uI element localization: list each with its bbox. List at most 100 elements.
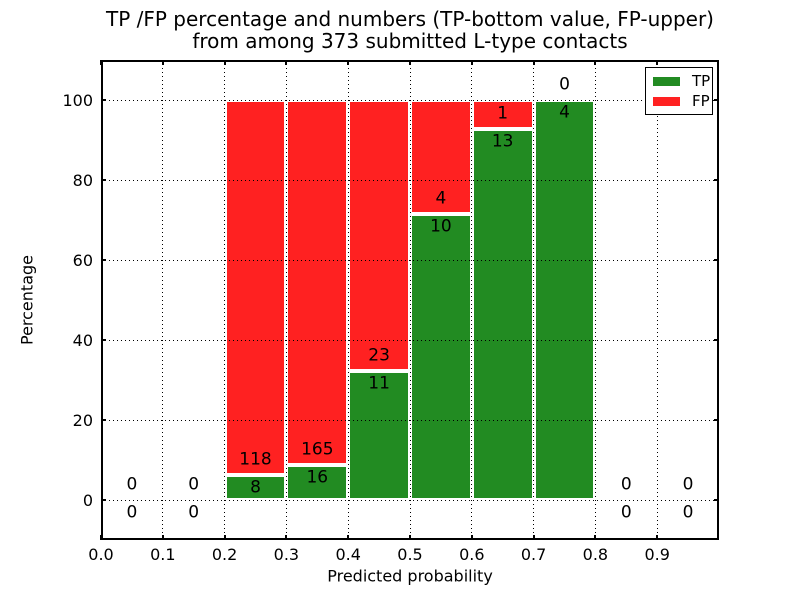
x-tick-mark-top xyxy=(656,60,659,65)
fp-bar-segment xyxy=(224,100,287,475)
vertical-gridline xyxy=(409,60,411,540)
x-tick-mark-top xyxy=(161,60,164,65)
x-tick-mark-top xyxy=(285,60,288,65)
tp-count-label: 4 xyxy=(559,102,570,123)
fp-count-label: 0 xyxy=(682,474,694,495)
tp-count-label: 8 xyxy=(250,477,261,498)
y-tick-mark-right xyxy=(714,179,719,181)
horizontal-gridline xyxy=(101,179,719,181)
tp-bar-segment xyxy=(410,214,472,500)
fp-count-label: 4 xyxy=(435,188,447,209)
horizontal-gridline xyxy=(101,419,719,421)
x-tick-label: 0.5 xyxy=(397,545,423,564)
x-tick-label: 0.3 xyxy=(273,545,300,564)
y-tick-mark xyxy=(101,99,106,101)
fp-count-label: 0 xyxy=(126,474,138,495)
tp-color-swatch xyxy=(653,76,680,86)
x-tick-label: 0.0 xyxy=(88,545,114,564)
chart-title-line-2: from among 373 submitted L-type contacts xyxy=(192,28,628,53)
vertical-gridline xyxy=(533,60,535,540)
fp-count-label: 1 xyxy=(497,103,509,124)
x-tick-mark-top xyxy=(409,60,411,65)
y-tick-mark-right xyxy=(714,99,719,101)
x-tick-mark xyxy=(470,535,473,540)
x-tick-mark-top xyxy=(100,60,102,65)
x-tick-mark xyxy=(223,535,226,540)
y-tick-label: 40 xyxy=(72,331,93,350)
x-tick-label: 0.8 xyxy=(582,545,609,564)
x-tick-mark-top xyxy=(532,60,535,65)
y-tick-mark-right xyxy=(714,259,719,261)
x-axis-label: Predicted probability xyxy=(327,566,493,586)
legend: TP FP xyxy=(645,67,713,115)
x-tick-label: 0.4 xyxy=(335,545,361,564)
chart-title-line-1: TP /FP percentage and numbers (TP-bottom… xyxy=(106,7,714,31)
fp-count-label: 118 xyxy=(239,449,272,470)
x-tick-mark xyxy=(532,535,535,540)
y-tick-mark-right xyxy=(714,419,719,421)
x-tick-mark-top xyxy=(594,60,597,65)
legend-label-fp: FP xyxy=(692,91,710,110)
chart-title: TP /FP percentage and numbers (TP-bottom… xyxy=(106,7,714,53)
x-tick-mark xyxy=(100,535,102,540)
fp-color-swatch xyxy=(653,96,680,106)
fp-count-label: 0 xyxy=(620,474,632,495)
x-tick-mark xyxy=(656,535,659,540)
legend-item-tp: TP xyxy=(653,73,710,89)
y-tick-label: 100 xyxy=(62,91,93,110)
horizontal-gridline xyxy=(101,339,719,341)
y-axis-label: Percentage xyxy=(17,254,37,346)
fp-count-label: 0 xyxy=(559,74,570,95)
y-tick-mark xyxy=(101,419,106,421)
x-tick-label: 0.6 xyxy=(459,545,485,564)
horizontal-gridline xyxy=(101,499,719,501)
fp-bar-segment xyxy=(348,100,410,371)
x-tick-mark xyxy=(409,535,411,540)
tp-count-label: 0 xyxy=(682,502,694,523)
tp-count-label: 0 xyxy=(126,502,138,523)
tp-bar-segment xyxy=(286,464,349,500)
tp-bar-segment xyxy=(224,474,287,500)
y-tick-label: 60 xyxy=(72,251,93,270)
x-tick-mark xyxy=(594,535,597,540)
x-tick-mark xyxy=(347,535,350,540)
y-tick-mark xyxy=(101,499,106,501)
tp-bar-segment xyxy=(348,370,410,500)
x-tick-mark xyxy=(161,535,164,540)
legend-label-tp: TP xyxy=(692,71,711,90)
vertical-gridline xyxy=(162,60,164,540)
y-tick-mark-right xyxy=(714,499,719,501)
vertical-gridline xyxy=(285,60,287,540)
legend-item-fp: FP xyxy=(653,93,710,109)
x-tick-mark-top xyxy=(347,60,350,65)
fp-bar-segment xyxy=(410,100,472,215)
y-tick-label: 80 xyxy=(72,171,93,190)
y-tick-mark xyxy=(101,179,106,181)
x-tick-label: 0.1 xyxy=(150,545,176,564)
x-tick-mark-top xyxy=(223,60,226,65)
y-tick-mark xyxy=(101,259,106,261)
tp-count-label: 11 xyxy=(368,373,390,394)
fp-count-label: 165 xyxy=(301,439,334,460)
tp-count-label: 0 xyxy=(188,502,200,523)
vertical-gridline xyxy=(224,60,226,540)
fp-bar-segment xyxy=(286,100,349,465)
tp-count-label: 10 xyxy=(430,216,452,237)
y-tick-label: 0 xyxy=(82,491,93,510)
tp-count-label: 0 xyxy=(620,502,632,523)
fp-count-label: 23 xyxy=(368,345,390,366)
x-tick-label: 0.2 xyxy=(211,545,238,564)
tp-bar-segment xyxy=(533,100,596,500)
y-tick-label: 20 xyxy=(72,411,93,430)
x-tick-label: 0.9 xyxy=(644,545,670,564)
vertical-gridline xyxy=(471,60,473,540)
x-tick-label: 0.7 xyxy=(520,545,547,564)
y-tick-mark-right xyxy=(714,339,719,341)
horizontal-gridline xyxy=(101,99,719,101)
x-tick-mark xyxy=(285,535,288,540)
tp-count-label: 16 xyxy=(306,467,329,488)
horizontal-gridline xyxy=(101,259,719,261)
vertical-gridline xyxy=(347,60,349,540)
tp-bar-segment xyxy=(471,128,534,500)
